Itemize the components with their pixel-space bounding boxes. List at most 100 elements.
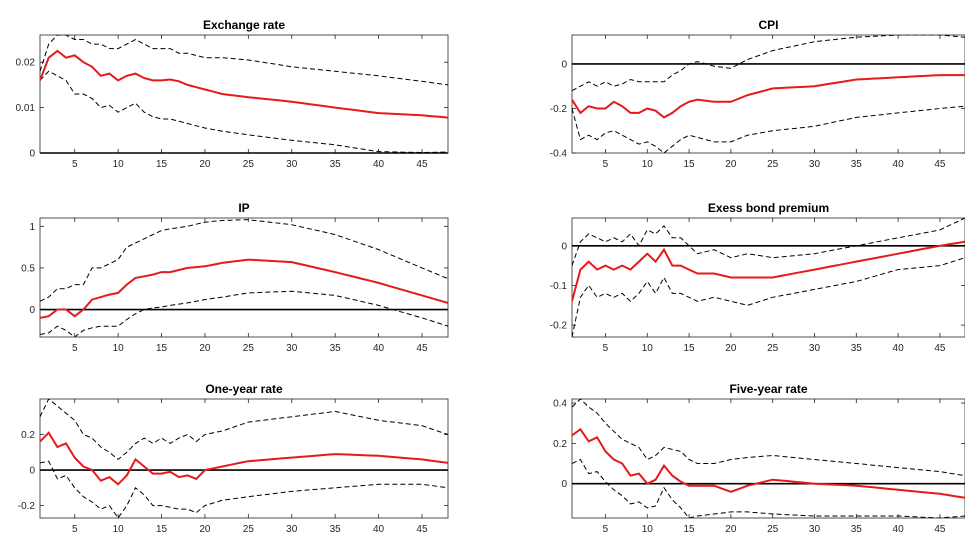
x-tick-label: 35: [851, 159, 863, 170]
plot-area: [39, 217, 449, 338]
response-line: [40, 49, 448, 119]
y-tick-label: 0: [561, 241, 567, 252]
panel-exess-bond-premium: Exess bond premium 5 10 15 20 25 30 35 40 45 -0.2 -…: [550, 201, 965, 354]
x-tick-label: 40: [893, 159, 905, 170]
panel-one-year-rate: One-year rate 5 10 15 20 25 30 35 40 45 -0.2 0 0.2: [18, 382, 449, 533]
x-tick-label: 10: [642, 343, 654, 354]
x-tick-label: 15: [684, 343, 696, 354]
x-tick-label: 45: [934, 159, 946, 170]
panel-title: Exess bond premium: [708, 201, 829, 215]
x-tick-label: 40: [893, 524, 905, 533]
y-tick-label: 0.01: [16, 103, 36, 114]
x-tick-label: 45: [934, 524, 946, 533]
x-tick-label: 25: [767, 524, 779, 533]
y-tick-label: 0.4: [553, 399, 567, 410]
response-line: [572, 74, 965, 119]
panel-title: Exchange rate: [203, 18, 285, 32]
x-tick-label: 10: [642, 524, 654, 533]
panel-title: Five-year rate: [729, 382, 807, 396]
plot-area: [571, 398, 965, 519]
confidence-band-upper: [40, 399, 448, 461]
confidence-band-lower: [572, 105, 965, 153]
x-tick-label: 20: [199, 343, 211, 354]
panel-title: CPI: [758, 18, 778, 32]
x-tick-label: 5: [72, 524, 78, 533]
panel-title: IP: [238, 201, 249, 215]
x-tick-label: 25: [243, 343, 255, 354]
y-tick-label: -0.1: [550, 281, 568, 292]
plot-area: [39, 34, 449, 154]
x-tick-label: 5: [72, 159, 78, 170]
y-tick-label: 0.2: [553, 439, 567, 450]
x-tick-label: 10: [642, 159, 654, 170]
x-tick-label: 10: [113, 524, 125, 533]
x-tick-label: 30: [286, 343, 298, 354]
x-tick-label: 35: [330, 159, 342, 170]
y-tick-label: 0: [29, 466, 35, 477]
x-tick-label: 45: [934, 343, 946, 354]
x-tick-label: 45: [416, 524, 428, 533]
x-tick-label: 40: [373, 159, 385, 170]
x-tick-label: 40: [373, 343, 385, 354]
plot-area: [571, 34, 965, 154]
x-tick-label: 30: [809, 159, 821, 170]
response-line: [40, 431, 448, 486]
y-tick-label: -0.4: [550, 149, 568, 160]
confidence-band-lower: [40, 290, 448, 337]
confidence-band-lower: [572, 458, 965, 518]
response-line: [40, 258, 448, 319]
x-tick-label: 5: [72, 343, 78, 354]
x-tick-label: 40: [373, 524, 385, 533]
y-tick-label: 0.5: [21, 263, 35, 274]
panel-ip: IP 5 10 15 20 25 30 35 40 45 0 0.5 1: [21, 201, 449, 354]
x-tick-label: 35: [851, 343, 863, 354]
x-tick-label: 45: [416, 159, 428, 170]
x-tick-label: 10: [113, 343, 125, 354]
plot-area: [39, 398, 449, 519]
x-tick-label: 30: [809, 343, 821, 354]
x-tick-label: 30: [286, 159, 298, 170]
x-tick-label: 15: [156, 159, 168, 170]
panel-exchange-rate: Exchange rate 5 10 15 20 25 30 35 40 45 0 0.01 0.02: [16, 18, 449, 170]
x-tick-label: 20: [199, 159, 211, 170]
x-tick-label: 35: [330, 343, 342, 354]
x-tick-label: 25: [767, 343, 779, 354]
x-tick-label: 20: [725, 159, 737, 170]
y-tick-label: 0.02: [16, 58, 36, 69]
y-tick-label: 1: [29, 222, 35, 233]
x-tick-label: 25: [767, 159, 779, 170]
x-tick-label: 25: [243, 524, 255, 533]
x-tick-label: 30: [286, 524, 298, 533]
y-tick-label: -0.2: [550, 321, 568, 332]
confidence-band-upper: [40, 219, 448, 302]
confidence-band-upper: [572, 218, 965, 266]
x-tick-label: 15: [684, 159, 696, 170]
confidence-band-lower: [40, 70, 448, 153]
x-tick-label: 35: [330, 524, 342, 533]
confidence-band-lower: [40, 460, 448, 518]
x-tick-label: 15: [156, 524, 168, 533]
confidence-band-upper: [572, 399, 965, 477]
x-tick-label: 15: [684, 524, 696, 533]
y-tick-label: 0: [29, 305, 35, 316]
y-tick-label: 0: [561, 59, 567, 70]
x-tick-label: 20: [725, 524, 737, 533]
x-tick-label: 10: [113, 159, 125, 170]
x-tick-label: 5: [603, 524, 609, 533]
x-tick-label: 45: [416, 343, 428, 354]
x-tick-label: 5: [603, 159, 609, 170]
confidence-band-lower: [572, 257, 965, 337]
x-tick-label: 40: [893, 343, 905, 354]
y-tick-label: 0: [29, 149, 35, 160]
panel-five-year-rate: Five-year rate 5 10 15 20 25 30 35 40 45 0 0.2 0.4: [553, 382, 965, 533]
x-tick-label: 20: [725, 343, 737, 354]
x-tick-label: 5: [603, 343, 609, 354]
response-line: [572, 427, 965, 499]
response-line: [572, 240, 965, 302]
x-tick-label: 35: [851, 524, 863, 533]
x-tick-label: 15: [156, 343, 168, 354]
y-tick-label: -0.2: [550, 104, 568, 115]
x-tick-label: 20: [199, 524, 211, 533]
y-tick-label: -0.2: [18, 501, 36, 512]
